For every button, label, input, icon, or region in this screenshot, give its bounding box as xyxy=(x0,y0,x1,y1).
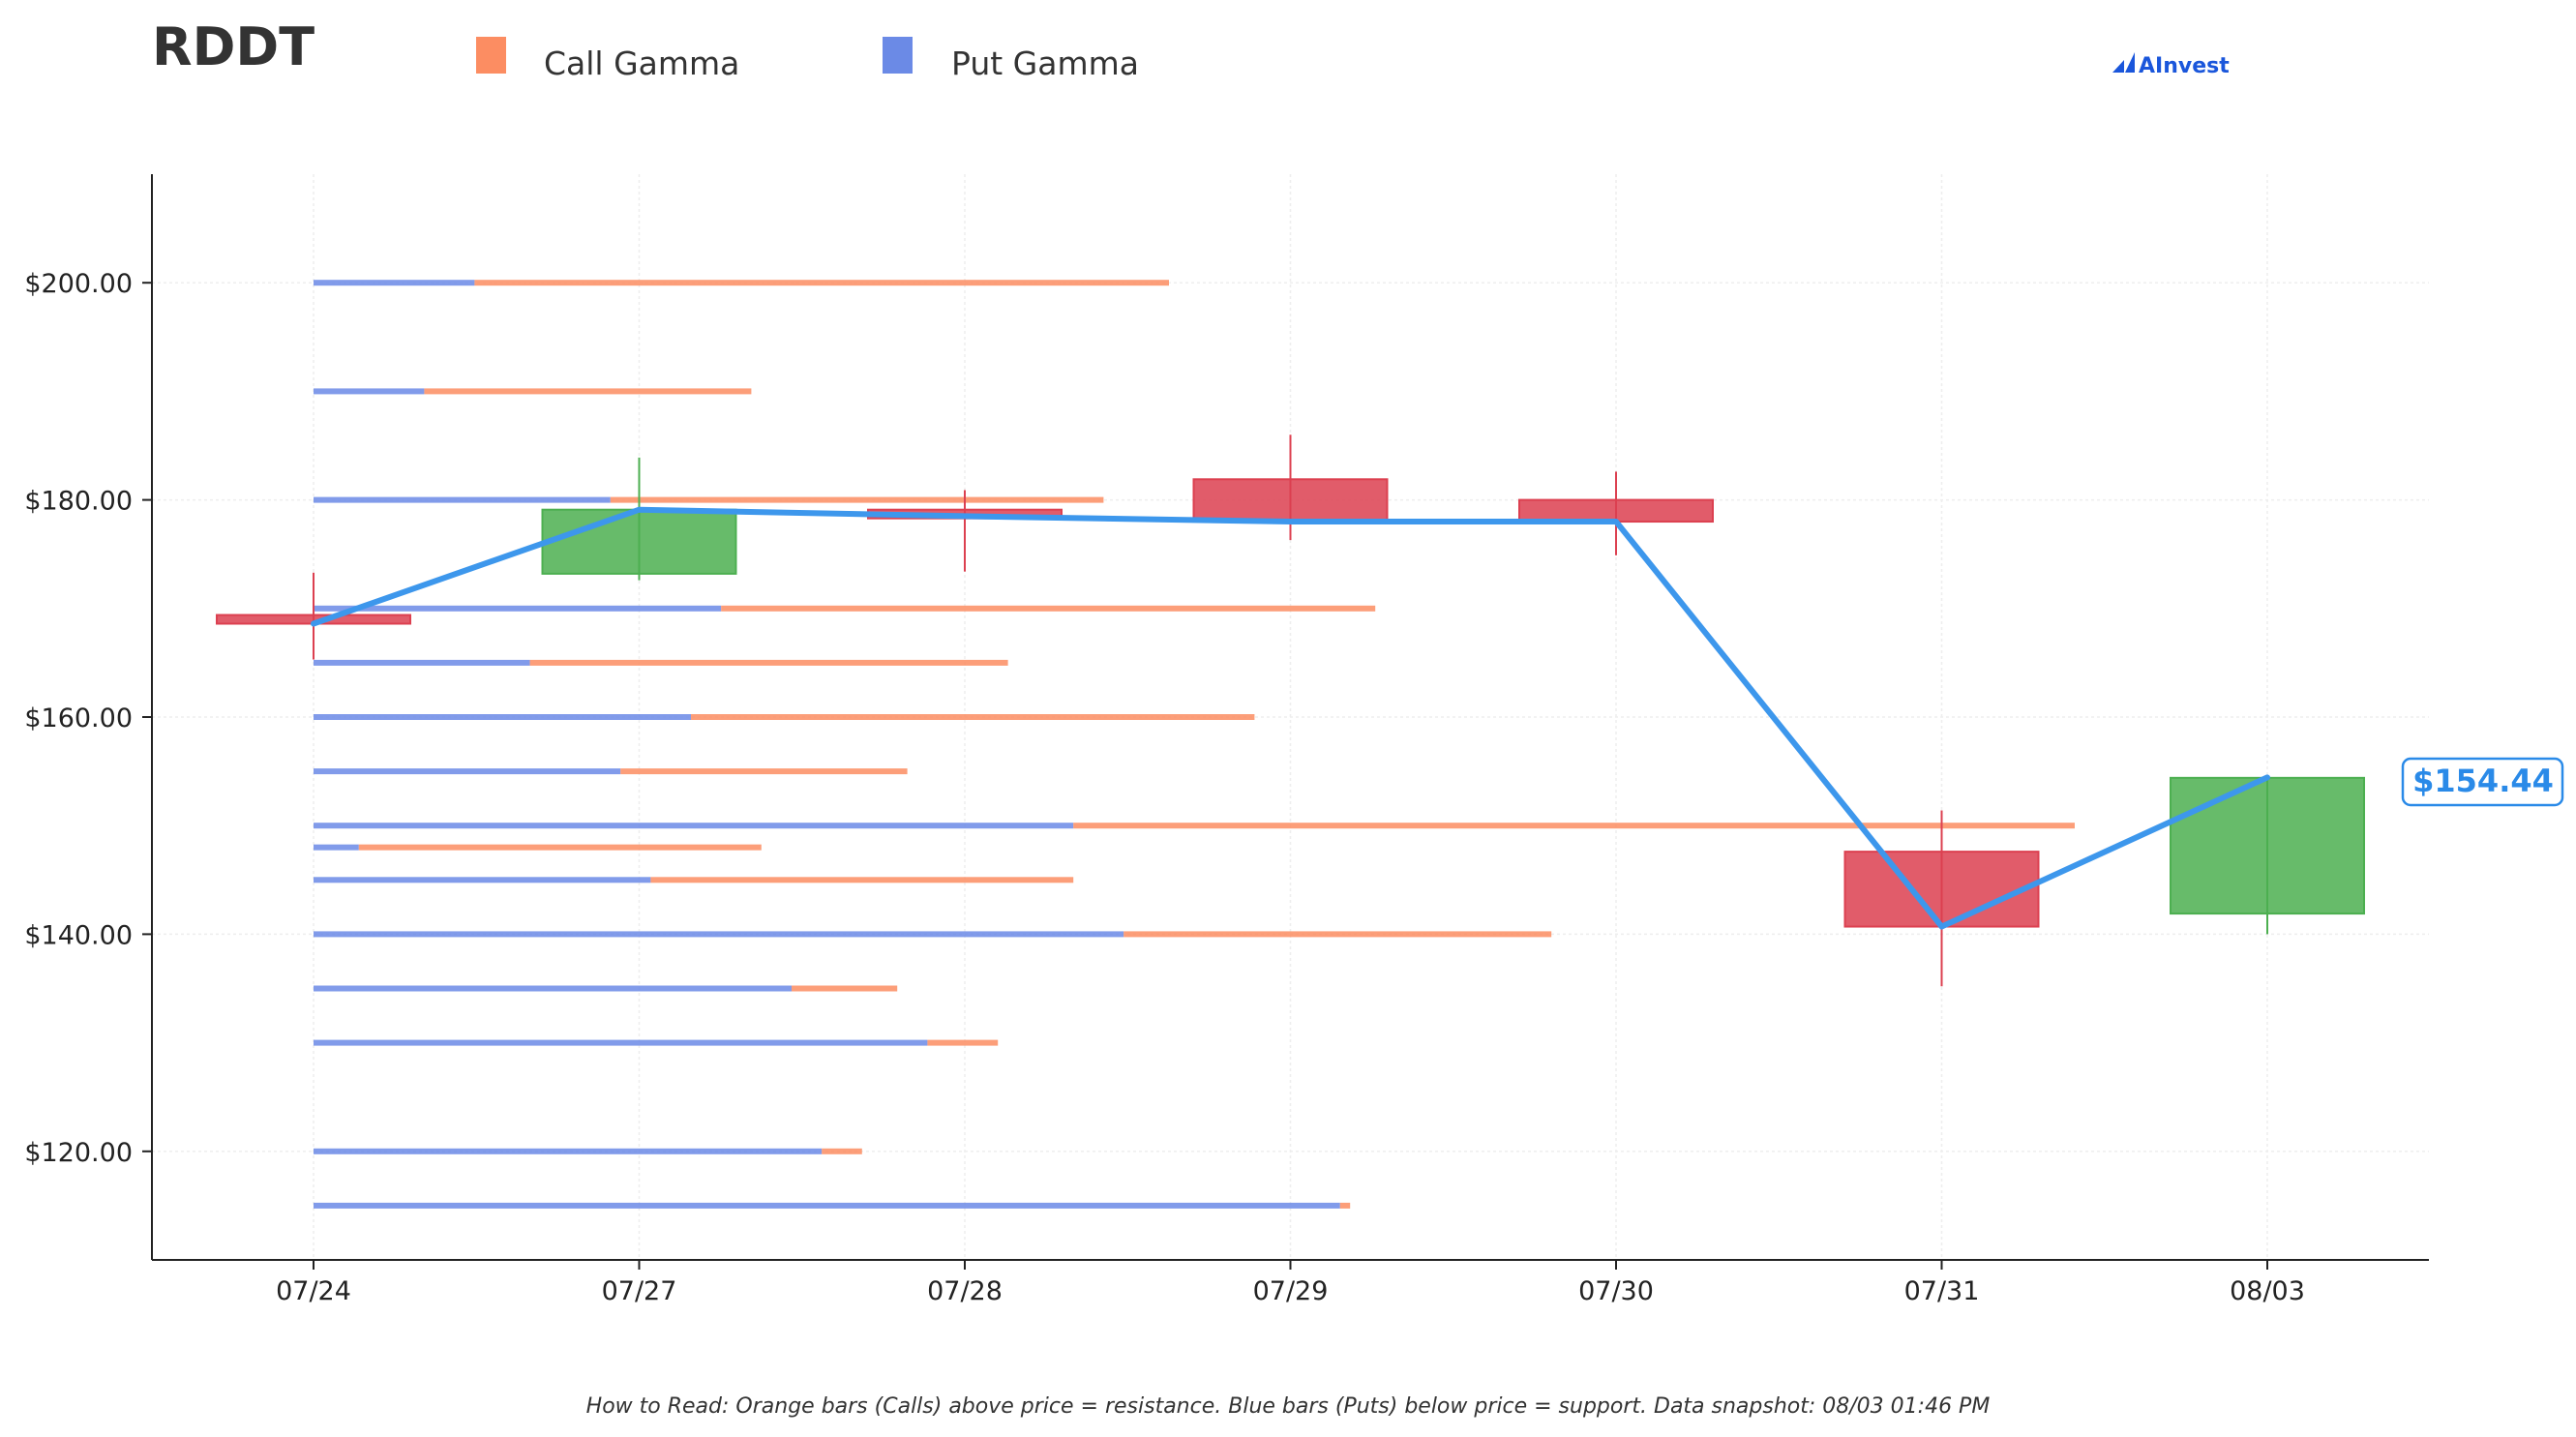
brand-name: AInvest xyxy=(2139,54,2230,78)
put-gamma-bar xyxy=(314,1148,823,1154)
x-tick-label: 07/31 xyxy=(1904,1276,1980,1306)
put-gamma-bar xyxy=(314,714,691,720)
call-gamma-bar xyxy=(1073,823,2075,829)
put-gamma-bar xyxy=(314,844,359,851)
call-gamma-bar xyxy=(650,877,1074,883)
x-tick-label: 07/30 xyxy=(1578,1276,1654,1306)
legend-put-label: Put Gamma xyxy=(951,45,1139,82)
call-gamma-bar xyxy=(474,280,1169,286)
call-gamma-bar xyxy=(424,388,752,395)
candle-down xyxy=(1518,498,1714,524)
gamma-bars xyxy=(314,280,2075,1209)
call-gamma-bar xyxy=(358,844,762,851)
logo-mark-bar-icon xyxy=(2125,52,2135,73)
put-gamma-bar xyxy=(314,823,1074,829)
footer-note: How to Read: Orange bars (Calls) above p… xyxy=(586,1394,1991,1419)
y-tick-label: $120.00 xyxy=(24,1138,133,1168)
candles xyxy=(216,434,2365,987)
put-gamma-bar xyxy=(314,388,425,395)
y-tick-label: $140.00 xyxy=(24,920,133,950)
x-tick-label: 07/29 xyxy=(1253,1276,1329,1306)
legend-put-swatch xyxy=(883,37,913,74)
candle-up xyxy=(2170,776,2365,915)
current-price-badge: $154.44 xyxy=(2401,757,2564,807)
x-tick-label: 08/03 xyxy=(2230,1276,2305,1306)
call-gamma-bar xyxy=(529,659,1008,666)
call-gamma-bar xyxy=(792,985,898,992)
put-gamma-bar xyxy=(314,280,475,286)
brand-logo: AInvest xyxy=(2112,52,2230,78)
call-gamma-bar xyxy=(822,1148,862,1154)
put-gamma-bar xyxy=(314,605,722,612)
x-tick-label: 07/27 xyxy=(602,1276,677,1306)
call-gamma-bar xyxy=(620,768,908,775)
legend-call-swatch xyxy=(476,37,506,74)
y-tick-label: $160.00 xyxy=(24,704,133,733)
chart-title: RDDT xyxy=(152,16,315,77)
y-tick-label: $200.00 xyxy=(24,269,133,299)
candle-up xyxy=(541,508,737,575)
call-gamma-bar xyxy=(1123,931,1552,938)
candle-down xyxy=(1192,478,1389,522)
close-price-line xyxy=(311,506,2270,930)
tick-labels: $120.00 $140.00 $160.00 $180.00 $200.00 07/24… xyxy=(24,269,2305,1306)
put-gamma-bar xyxy=(314,1039,928,1046)
put-gamma-bar xyxy=(314,768,621,775)
put-gamma-bar xyxy=(314,877,651,883)
current-price-label: $154.44 xyxy=(2412,763,2554,799)
x-tick-label: 07/24 xyxy=(276,1276,351,1306)
call-gamma-bar xyxy=(691,714,1255,720)
put-gamma-bar xyxy=(314,985,792,992)
call-gamma-bar xyxy=(927,1039,999,1046)
put-gamma-bar xyxy=(314,659,530,666)
call-gamma-bar xyxy=(721,605,1376,612)
close-line xyxy=(311,506,2270,930)
y-tick-label: $180.00 xyxy=(24,487,133,517)
call-gamma-bar xyxy=(1339,1202,1351,1209)
legend-call-label: Call Gamma xyxy=(544,45,739,82)
put-gamma-bar xyxy=(314,931,1124,938)
x-tick-label: 07/28 xyxy=(927,1276,1003,1306)
logo-mark-icon xyxy=(2112,60,2124,73)
price-badge-frame xyxy=(2401,757,2564,807)
legend: Call Gamma Put Gamma xyxy=(476,37,1139,82)
put-gamma-bar xyxy=(314,496,611,503)
put-gamma-bar xyxy=(314,1202,1340,1209)
call-gamma-bar xyxy=(610,496,1104,503)
candle-down xyxy=(1843,851,2040,928)
